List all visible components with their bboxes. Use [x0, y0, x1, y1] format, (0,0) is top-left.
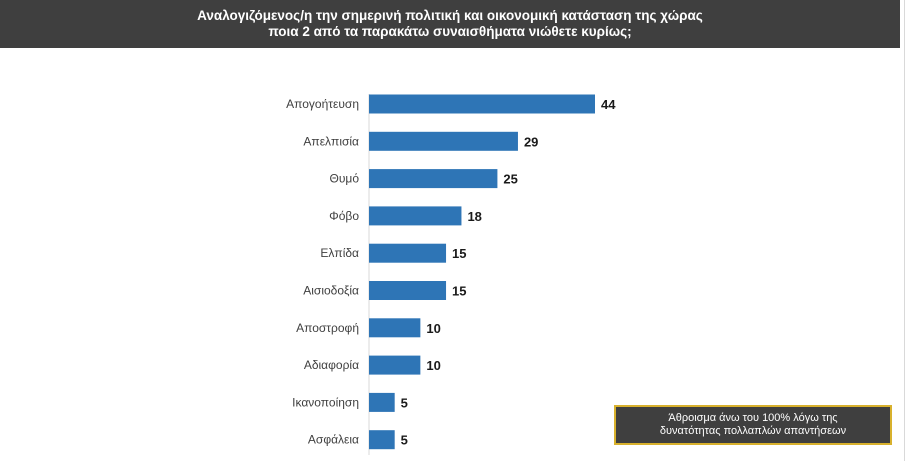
- category-label: Απογοήτευση: [286, 97, 359, 111]
- bar: [369, 169, 498, 189]
- bar: [369, 392, 395, 412]
- category-label: Αισιοδοξία: [303, 284, 359, 298]
- chart-title-line-1: Αναλογιζόμενος/η την σημερινή πολιτική κ…: [197, 8, 703, 23]
- note-box: Άθροισμα άνω του 100% λόγω της δυνατότητ…: [614, 405, 892, 445]
- category-label: Ασφάλεια: [308, 433, 359, 447]
- data-label: 25: [503, 172, 517, 187]
- bar: [369, 318, 421, 338]
- note-line-1: Άθροισμα άνω του 100% λόγω της: [668, 412, 838, 424]
- bar: [369, 281, 447, 300]
- bar: [369, 355, 421, 375]
- data-label: 5: [401, 395, 408, 410]
- data-label: 29: [524, 134, 538, 149]
- category-label: Ελπίδα: [320, 246, 359, 260]
- note-line-2: δυνατότητας πολλαπλών απαντήσεων: [659, 425, 847, 437]
- data-label: 5: [401, 433, 408, 448]
- bar: [369, 206, 462, 226]
- bar: [369, 430, 395, 450]
- category-label: Αποστροφή: [296, 321, 359, 335]
- category-label: Απελπισία: [303, 134, 359, 148]
- data-label: 44: [601, 97, 616, 112]
- bar: [369, 243, 447, 263]
- data-label: 10: [426, 321, 440, 336]
- data-label: 18: [467, 209, 481, 224]
- bar: [369, 94, 595, 114]
- data-label: 10: [426, 358, 440, 373]
- data-label: 15: [452, 246, 466, 261]
- category-label: Φόβο: [329, 209, 359, 223]
- data-label: 15: [452, 284, 466, 299]
- page-edge-divider: [904, 0, 905, 461]
- category-label: Ικανοποίηση: [292, 395, 359, 409]
- category-label: Θυμό: [330, 172, 360, 186]
- category-label: Αδιαφορία: [304, 358, 359, 372]
- chart-title-line-2: ποια 2 από τα παρακάτω συναισθήματα νιώθ…: [268, 24, 632, 39]
- chart-title: Αναλογιζόμενος/η την σημερινή πολιτική κ…: [0, 0, 900, 48]
- bar: [369, 131, 518, 151]
